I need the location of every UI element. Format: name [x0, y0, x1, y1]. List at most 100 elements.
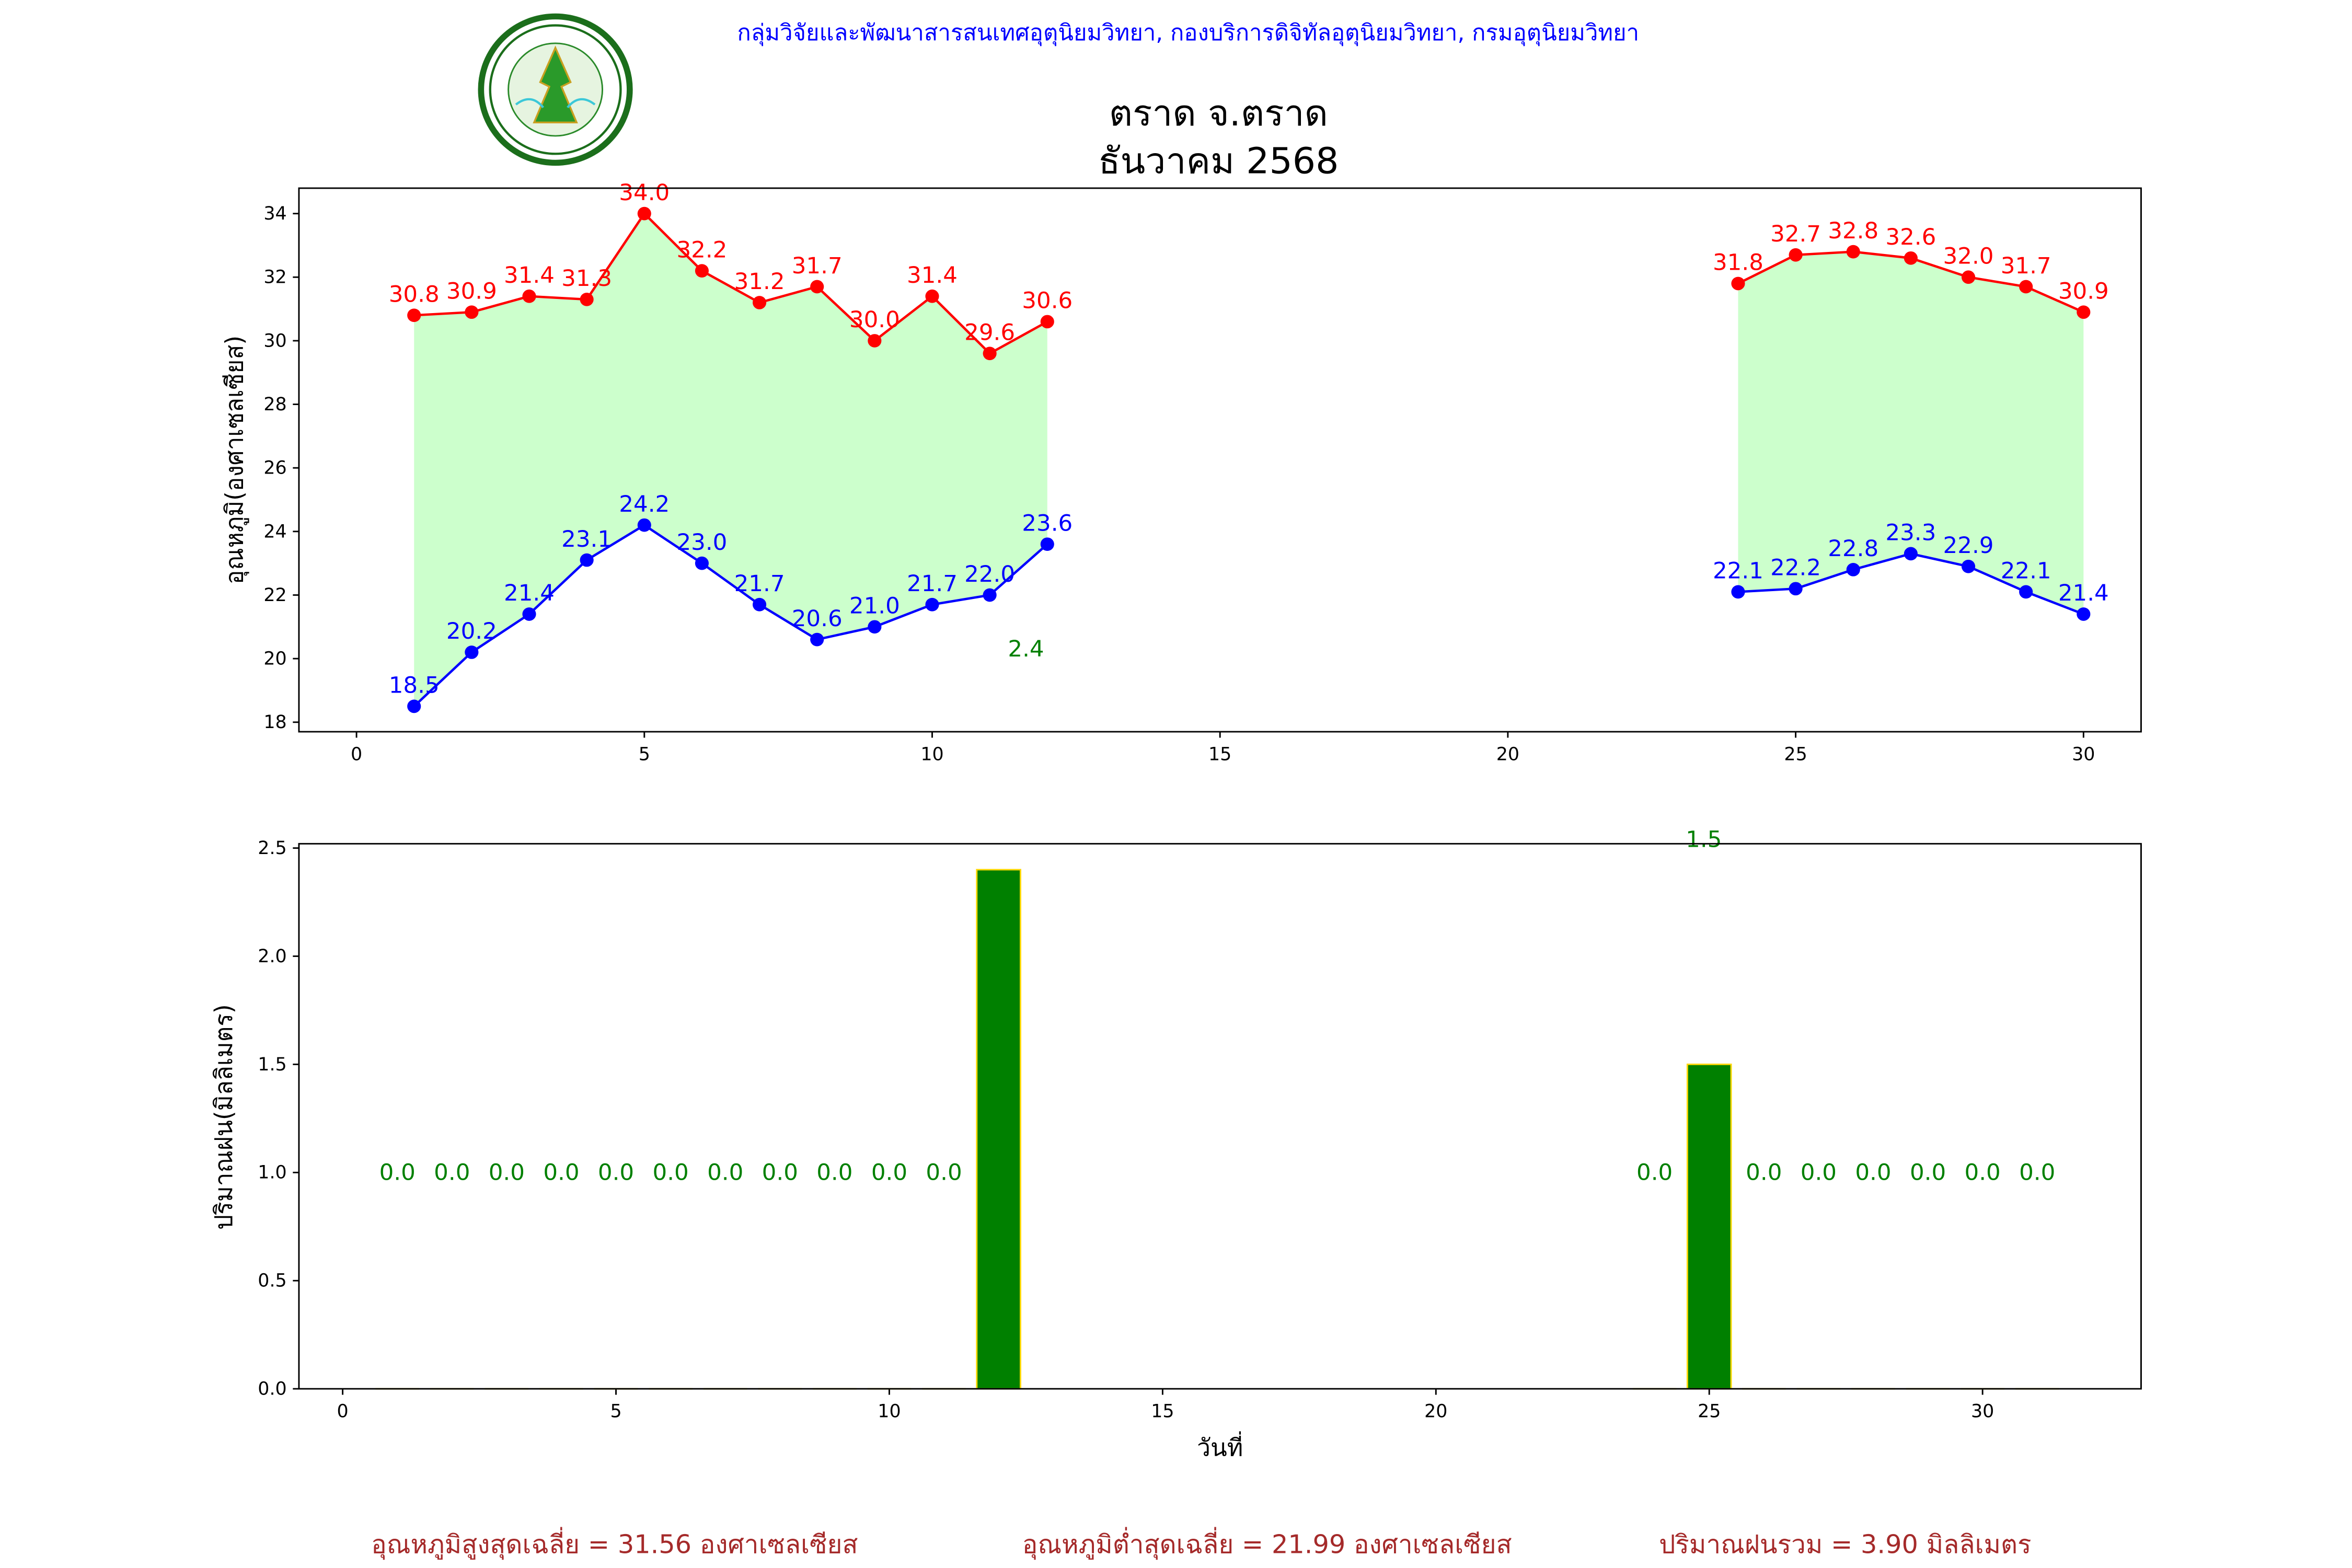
rain-value-label: 0.0	[2019, 1160, 2055, 1186]
min-temperature-point	[2077, 607, 2091, 621]
max-temperature-point	[1846, 245, 1860, 259]
rain-annotation: 2.4	[1008, 636, 1044, 662]
min-temperature-point	[1904, 547, 1918, 561]
temperature-range-fill	[414, 213, 1047, 707]
y-tick-label: 0.5	[258, 1271, 286, 1292]
chart-title-line2: ธันวาคม 2568	[1098, 141, 1339, 182]
min-temperature-label: 20.6	[792, 606, 843, 632]
summary-avg-min: อุณหภูมิต่ำสุดเฉลี่ย = 21.99 องศาเซลเซีย…	[1022, 1527, 1512, 1560]
max-temperature-label: 31.4	[907, 262, 958, 289]
x-tick-label: 30	[1971, 1401, 1994, 1422]
x-tick-label: 5	[639, 744, 650, 765]
rainfall-chart: 0 5 10 15 20 25 30 0.0 0.5 1.0 1.5 2.0 2.5 0.0 0.0 0.0 0…	[258, 827, 2142, 1422]
rain-value-label: 0.0	[652, 1160, 688, 1186]
rain-value-label: 0.0	[816, 1160, 852, 1186]
min-temperature-point	[1846, 562, 1860, 577]
y-tick-label: 24	[263, 522, 286, 543]
max-temperature-label: 30.6	[1022, 288, 1073, 314]
min-temperature-point	[637, 518, 651, 532]
rain-value-label: 0.0	[1910, 1160, 1946, 1186]
min-temperature-point	[1731, 585, 1745, 599]
max-temperature-point	[1040, 315, 1054, 329]
min-temperature-label: 22.2	[1770, 555, 1821, 581]
rain-value-label: 0.0	[543, 1160, 579, 1186]
y-tick-label: 0.0	[258, 1379, 286, 1400]
min-temperature-label: 22.9	[1943, 533, 1994, 559]
rain-value-label: 0.0	[489, 1160, 525, 1186]
min-temperature-label: 21.7	[907, 571, 958, 597]
logo	[478, 13, 633, 166]
rain-value-label: 0.0	[871, 1160, 907, 1186]
plot-frame	[298, 843, 2142, 1390]
rain-value-label: 0.0	[1855, 1160, 1891, 1186]
min-temperature-label: 21.0	[849, 593, 900, 619]
max-temperature-label: 31.7	[2001, 253, 2051, 279]
min-temperature-point	[925, 597, 939, 612]
rain-value-label: 0.0	[434, 1160, 470, 1186]
max-temperature-point	[465, 305, 479, 319]
min-temperature-label: 23.3	[1885, 520, 1936, 546]
x-tick-label: 25	[1698, 1401, 1721, 1422]
min-temperature-label: 22.1	[2001, 558, 2051, 584]
max-temperature-point	[753, 296, 767, 309]
y-tick-label: 30	[263, 331, 286, 352]
rainfall-x-axis-label: วันที่	[1197, 1431, 1243, 1462]
max-temperature-label: 34.0	[619, 180, 670, 206]
max-temperature-label: 30.9	[2058, 279, 2109, 305]
y-tick-label: 26	[263, 458, 286, 479]
min-temperature-point	[2019, 585, 2033, 599]
min-temperature-point	[1789, 582, 1803, 596]
x-tick-label: 15	[1151, 1401, 1174, 1422]
max-temperature-point	[925, 289, 939, 303]
max-temperature-point	[522, 289, 536, 303]
x-tick-label: 30	[2072, 744, 2095, 765]
y-tick-label: 32	[263, 267, 286, 288]
x-tick-label: 0	[351, 744, 362, 765]
rain-value-label: 0.0	[379, 1160, 416, 1186]
plot-frame	[298, 187, 2142, 733]
rain-bar	[976, 869, 1021, 1390]
max-temperature-label: 31.3	[561, 266, 612, 292]
max-temperature-label: 32.6	[1885, 224, 1936, 250]
max-temperature-label: 31.8	[1713, 250, 1763, 276]
min-temperature-label: 23.1	[561, 526, 612, 552]
max-temperature-point	[1904, 251, 1918, 265]
min-temperature-point	[983, 588, 997, 602]
x-tick-label: 10	[920, 744, 943, 765]
max-temperature-label: 30.0	[849, 307, 900, 333]
y-tick-label: 2.5	[258, 838, 286, 859]
min-temperature-line	[413, 523, 1048, 707]
max-temperature-point	[637, 206, 651, 221]
max-temperature-point	[1731, 276, 1745, 291]
max-temperature-point	[983, 347, 997, 361]
max-temperature-label: 31.7	[792, 253, 843, 279]
y-tick-label: 1.5	[258, 1054, 286, 1075]
min-temperature-point	[465, 645, 479, 659]
min-temperature-point	[810, 632, 824, 647]
rain-value-label: 0.0	[926, 1160, 962, 1186]
min-temperature-label: 20.2	[446, 619, 497, 645]
rain-value-label: 0.0	[762, 1160, 798, 1186]
min-temperature-label: 22.1	[1713, 558, 1763, 584]
summary-rain-total: ปริมาณฝนรวม = 3.90 มิลลิเมตร	[1659, 1530, 2031, 1560]
rain-value-label: 0.0	[1801, 1160, 1837, 1186]
max-temperature-point	[868, 334, 882, 348]
rain-annotation: 1.5	[1686, 827, 1722, 853]
y-tick-label: 18	[263, 712, 286, 733]
min-temperature-point	[753, 597, 767, 612]
agency-text: กลุ่มวิจัยและพัฒนาสารสนเทศอุตุนิยมวิทยา,…	[737, 20, 1639, 47]
rain-value-label: 0.0	[1965, 1160, 2001, 1186]
rain-value-label: 0.0	[707, 1160, 743, 1186]
x-tick-label: 25	[1784, 744, 1807, 765]
max-temperature-label: 30.8	[389, 282, 440, 308]
rain-value-label: 0.0	[598, 1160, 634, 1186]
max-temperature-point	[407, 308, 421, 322]
max-temperature-point	[810, 280, 824, 294]
y-tick-label: 2.0	[258, 946, 286, 967]
min-temperature-label: 23.0	[676, 529, 727, 556]
y-tick-label: 34	[263, 203, 286, 224]
x-tick-label: 10	[878, 1401, 901, 1422]
min-temperature-label: 22.8	[1828, 536, 1878, 562]
